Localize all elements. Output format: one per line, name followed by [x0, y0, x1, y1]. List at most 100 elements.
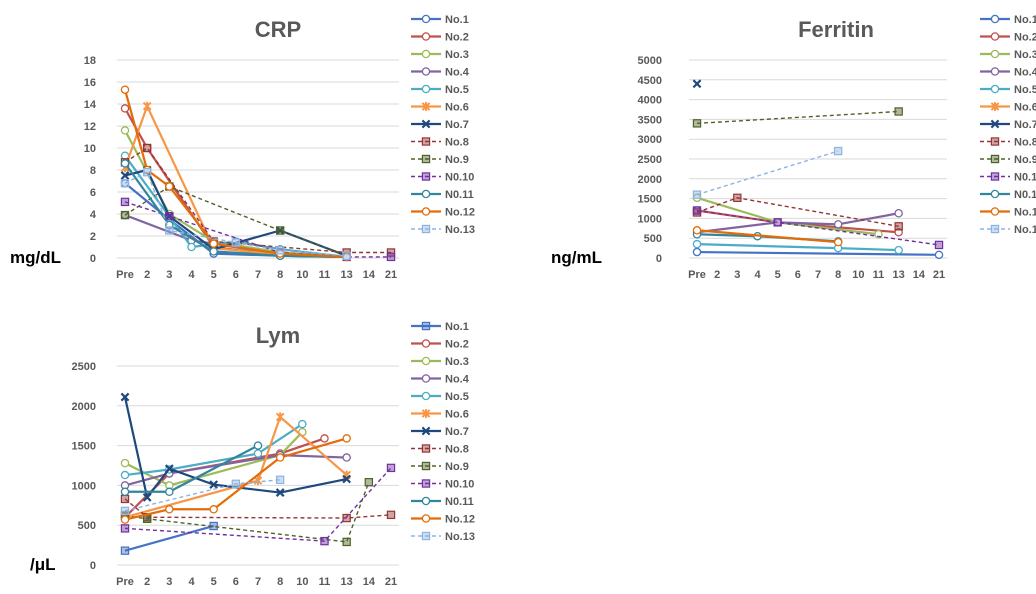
data-point: [164, 464, 174, 474]
data-point: [165, 182, 174, 191]
legend-label: No.1: [1014, 14, 1036, 26]
legend-label: No.12: [445, 207, 475, 219]
y-tick-label: 16: [84, 77, 96, 89]
data-point: [733, 193, 742, 203]
legend-item: No.9: [980, 154, 1036, 166]
legend-item: N0.11: [411, 496, 474, 508]
series-No-9: [692, 107, 903, 128]
x-tick-label: 21: [933, 269, 945, 281]
legend-swatch-marker: [990, 137, 1000, 146]
legend-item: No.4: [980, 67, 1036, 79]
data-point: [253, 476, 263, 486]
legend-swatch-marker: [421, 49, 431, 59]
data-point: [692, 79, 702, 89]
legend-item: No.8: [411, 137, 469, 149]
series-line: [124, 431, 304, 487]
x-tick-label: 2: [144, 576, 150, 588]
series-line: [124, 524, 214, 552]
legend-swatch-marker: [421, 14, 431, 24]
data-point: [275, 488, 285, 497]
legend-item: N0.11: [980, 189, 1036, 201]
legend-item: No.6: [411, 102, 469, 114]
x-tick-label: 8: [277, 269, 283, 281]
data-point: [120, 494, 130, 504]
legend-label: No.7: [1014, 119, 1036, 131]
data-point: [692, 247, 702, 257]
chart-title: Ferritin: [798, 17, 874, 42]
series-line: [123, 396, 347, 499]
series-No-12: [120, 85, 351, 262]
data-point: [386, 463, 396, 473]
chart-2: 0 500 1000 1500 2000 2500 Pre 2 3 4 5 6 7 8 10 11 13 14 21…: [30, 321, 475, 588]
data-point: [692, 206, 702, 215]
legend-swatch-marker: [421, 172, 431, 181]
y-tick-label: 4: [90, 209, 97, 221]
data-point: [692, 226, 702, 235]
x-tick-label: 21: [385, 269, 397, 281]
series-No-13: [692, 146, 843, 199]
legend-swatch-marker: [990, 49, 1000, 59]
data-point: [320, 536, 329, 546]
legend-swatch-marker: [421, 154, 431, 164]
x-tick-label: 14: [363, 269, 376, 281]
legend-item: No.2: [980, 32, 1036, 44]
data-point: [342, 474, 352, 484]
y-tick-label: 500: [644, 233, 662, 245]
legend-item: N0.10: [980, 172, 1036, 184]
data-point: [386, 248, 396, 257]
legend-swatch-marker: [990, 84, 1000, 94]
legend-swatch-marker: [990, 224, 1000, 234]
y-tick-label: 2000: [638, 174, 662, 186]
chart-title: Lym: [256, 323, 300, 348]
series-line: [124, 498, 392, 519]
legend-swatch-marker: [421, 356, 431, 366]
data-point: [894, 107, 903, 116]
legend-swatch-marker: [421, 479, 431, 488]
series-No-5: [120, 419, 307, 480]
x-tick-label: Pre: [688, 269, 706, 281]
legend-label: N0.10: [445, 172, 474, 184]
x-tick-label: 3: [166, 576, 172, 588]
legend-swatch-marker: [421, 189, 431, 199]
data-point: [833, 146, 843, 156]
legend-swatch-marker: [990, 67, 1000, 76]
data-point: [120, 197, 130, 207]
y-tick-label: 6: [90, 187, 96, 199]
legend-item: No.3: [411, 49, 469, 61]
series-line: [696, 110, 899, 125]
data-point: [342, 453, 351, 462]
legend-label: No.2: [445, 339, 469, 351]
series-line: [696, 212, 899, 234]
legend-label: No.13: [445, 224, 475, 236]
data-point: [275, 475, 285, 485]
x-tick-label: 6: [233, 576, 239, 588]
x-tick-label: 3: [166, 269, 172, 281]
legend-swatch-marker: [990, 189, 1000, 199]
x-tick-label: 5: [775, 269, 781, 281]
data-point: [209, 480, 219, 489]
y-tick-label: 2500: [72, 361, 96, 373]
data-point: [364, 478, 374, 487]
x-tick-label: Pre: [116, 576, 134, 588]
data-point: [253, 449, 263, 458]
legend-item: No.8: [980, 137, 1036, 149]
data-point: [120, 159, 130, 168]
legend-swatch-marker: [990, 14, 1000, 24]
series-line: [696, 197, 899, 228]
legend-item: No.7: [980, 119, 1036, 131]
x-tick-label: 2: [144, 269, 150, 281]
data-point: [120, 470, 130, 480]
legend-label: No.5: [445, 391, 469, 403]
x-tick-label: 10: [296, 269, 308, 281]
data-point: [209, 239, 218, 248]
series-line: [696, 250, 940, 256]
legend-swatch-marker: [990, 172, 1000, 181]
data-point: [275, 246, 285, 255]
data-point: [275, 226, 285, 235]
data-point: [120, 515, 130, 524]
data-point: [342, 434, 351, 443]
legend-label: No.9: [445, 154, 469, 166]
data-point: [692, 239, 702, 249]
data-point: [320, 434, 329, 443]
legend-label: No.1: [445, 14, 469, 26]
